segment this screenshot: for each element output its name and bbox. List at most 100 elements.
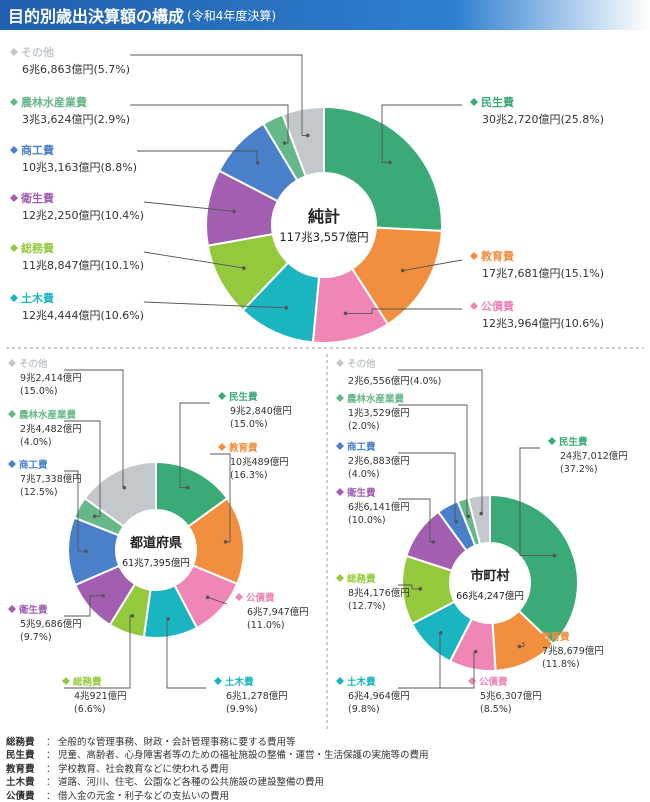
note-row: 公債費： 借入金の元金・利子などの支払いの費用 (6, 790, 646, 802)
leader-dot (185, 485, 190, 490)
leader-dot (474, 649, 478, 654)
legend-diamond-icon (336, 677, 344, 685)
legend-diamond-icon (336, 442, 344, 450)
slice-value: 1兆3,529億円 (348, 407, 410, 419)
slice-value: 6兆4,964億円 (348, 690, 410, 702)
slice-value: 6兆7,947億円 (247, 606, 309, 618)
leader-line (398, 369, 483, 514)
slice-label: 商工費 (19, 459, 48, 471)
note-term: 民生費 (6, 750, 35, 762)
chart-center-label: 市町村 (470, 568, 509, 584)
leader-dot (388, 160, 392, 165)
slice-minsei (489, 493, 579, 646)
slice-label: 民生費 (229, 391, 258, 403)
legend-diamond-icon (8, 460, 16, 468)
leader-dot (284, 306, 289, 310)
slice-share: (16.3%) (230, 470, 268, 481)
leader-dot (255, 160, 260, 165)
slice-share: (11.0%) (247, 620, 285, 631)
chart-center-label: 都道府県 (129, 535, 182, 551)
slice-label: 土木費 (225, 676, 254, 688)
slice-label: その他 (347, 358, 376, 370)
legend-diamond-icon (470, 252, 478, 260)
legend-diamond-icon (468, 677, 476, 685)
leader-line (166, 618, 206, 689)
leader-dot (517, 644, 522, 649)
slice-label: 土木費 (347, 676, 376, 688)
leader-dot (205, 595, 210, 600)
leader-dot (305, 133, 310, 138)
slice-share: (8.5%) (480, 704, 512, 715)
leader-line (519, 642, 525, 647)
slice-share: (4.0%) (348, 469, 380, 480)
note-term: 土木費 (6, 777, 35, 789)
leader-dot (84, 549, 88, 553)
leader-dot (454, 519, 459, 524)
leader-line (137, 150, 258, 163)
leader-line (398, 584, 421, 590)
slice-value: 12兆4,444億円(10.6%) (22, 309, 144, 322)
chart-center-value: 66兆4,247億円 (456, 590, 524, 602)
slice-share: (9.8%) (348, 704, 380, 715)
leader-dot (466, 514, 471, 519)
leader-line (519, 447, 555, 557)
slice-value: 5兆9,686億円 (20, 618, 82, 630)
leader-dot (232, 209, 236, 214)
legend-diamond-icon (336, 394, 344, 402)
legend-diamond-icon (10, 98, 18, 106)
note-desc: 学校教育、社会教育などに使われる費用 (58, 763, 229, 775)
notes: 総務費： 全般的な管理事務、財政・会計管理事務に要する費用等 民生費： 児童、高… (6, 736, 646, 802)
legend-diamond-icon (336, 574, 344, 582)
legend-diamond-icon (470, 98, 478, 106)
chart-center-label: 純計 (308, 207, 340, 226)
legend-diamond-icon (10, 48, 18, 56)
slice-value: 9兆2,840億円 (230, 405, 292, 417)
slice-share: (2.0%) (348, 421, 380, 432)
slice-share: (12.7%) (348, 601, 386, 612)
legend-diamond-icon (336, 359, 344, 367)
slice-label: 公債費 (481, 299, 514, 313)
slice-sonota (466, 493, 491, 546)
page-subtitle: (令和4年度決算) (187, 8, 277, 23)
leader-line (398, 404, 468, 517)
slice-value: 30兆2,720億円(25.8%) (482, 113, 604, 126)
leader-line (210, 453, 231, 543)
legend-diamond-icon (10, 194, 18, 202)
page-title: 目的別歳出決算額の構成 (8, 7, 185, 26)
leader-line (130, 54, 308, 136)
note-row: 民生費： 児童、高齢者、心身障害者等のための福祉施設の整備・運営・生活保護の実施… (6, 749, 646, 762)
slice-label: 総務費 (21, 241, 54, 255)
slice-label: 衛生費 (18, 604, 48, 616)
leader-line (207, 596, 228, 605)
leader-line (398, 452, 456, 522)
slice-share: (15.0%) (230, 419, 268, 430)
slice-label: 教育費 (540, 631, 570, 643)
leader-dot (223, 540, 228, 544)
legend-diamond-icon (8, 410, 16, 418)
leader-line (143, 251, 244, 269)
slice-label: その他 (19, 358, 48, 370)
slice-share: (12.5%) (20, 487, 58, 498)
note-desc: 児童、高齢者、心身障害者等のための福祉施設の整備・運営・生活保護の実施等の費用 (58, 750, 429, 762)
slice-label: 商工費 (347, 441, 376, 453)
slice-label: 教育費 (228, 442, 258, 454)
slice-label: 農林水産業費 (19, 409, 77, 421)
leader-line (143, 201, 235, 212)
slice-share: (11.8%) (542, 659, 580, 670)
leader-dot (92, 514, 97, 519)
slice-label: 公債費 (246, 592, 275, 604)
leader-line (345, 308, 462, 314)
legend-diamond-icon (218, 443, 226, 451)
slice-share: (9.7%) (20, 632, 52, 643)
leader-dot (242, 266, 246, 270)
chart-center-value: 61兆7,395億円 (122, 557, 190, 569)
legend-diamond-icon (336, 488, 344, 496)
legend-diamond-icon (8, 359, 16, 367)
leader-line (381, 104, 462, 163)
legend-diamond-icon (218, 392, 226, 400)
leader-line (398, 632, 441, 689)
legend-diamond-icon (10, 146, 18, 154)
slice-share: (9.9%) (226, 704, 258, 715)
legend-diamond-icon (214, 677, 222, 685)
slice-label: 衛生費 (20, 191, 54, 205)
